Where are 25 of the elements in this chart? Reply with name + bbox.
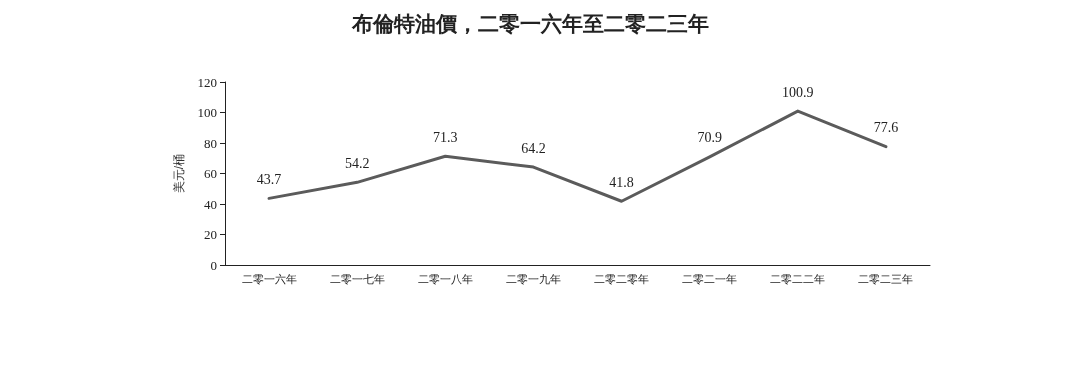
y-tick-label: 80 (204, 135, 217, 151)
data-label: 64.2 (521, 140, 546, 156)
x-tick-label: 二零一七年 (329, 272, 385, 285)
x-tick-label: 二零一八年 (417, 272, 473, 285)
y-tick-label: 100 (197, 105, 217, 120)
data-label: 71.3 (433, 129, 458, 145)
y-tick-label: 0 (210, 257, 217, 273)
x-tick-label: 二零二一年 (682, 272, 738, 285)
y-tick-label: 40 (204, 196, 217, 212)
chart-title: 布倫特油價，二零一六年至二零二三年 (350, 11, 709, 36)
x-tick-label: 二零二二年 (770, 272, 826, 285)
x-tick-label: 二零一六年 (241, 272, 297, 285)
data-label: 41.8 (609, 174, 634, 190)
y-tick-label: 60 (204, 166, 217, 181)
y-tick-label: 120 (197, 74, 217, 90)
data-label: 77.6 (873, 120, 899, 136)
x-tick-label: 二零二零年 (594, 272, 650, 285)
data-label: 100.9 (782, 84, 814, 100)
x-tick-label: 二零一九年 (505, 272, 561, 285)
y-axis-title: 美元/桶 (172, 153, 186, 194)
y-tick-label: 20 (204, 227, 217, 242)
data-label: 70.9 (697, 130, 722, 146)
data-label: 43.7 (256, 171, 282, 187)
data-label: 54.2 (344, 155, 370, 171)
x-tick-label: 二零二三年 (858, 272, 914, 285)
